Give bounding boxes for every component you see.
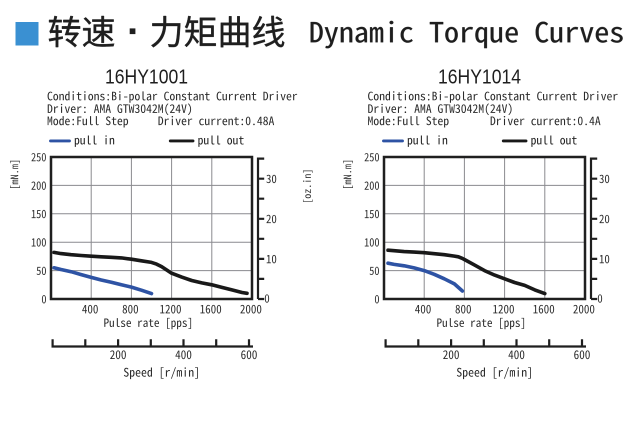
svg-text:16HY1014: 16HY1014 (438, 66, 521, 88)
svg-text:16HY1001: 16HY1001 (105, 66, 188, 88)
